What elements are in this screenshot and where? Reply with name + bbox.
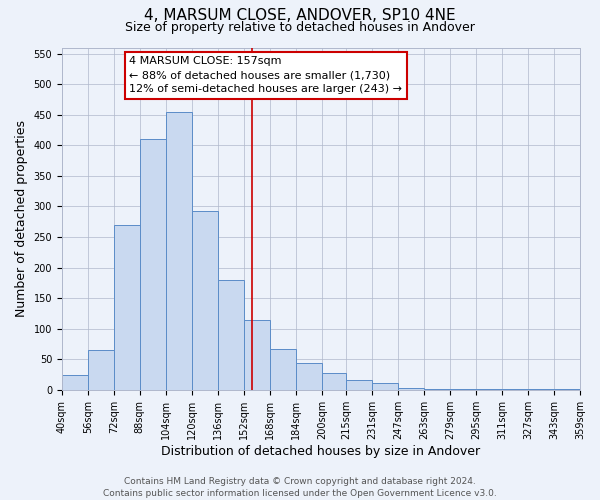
Bar xyxy=(244,320,270,390)
Bar xyxy=(322,374,346,390)
X-axis label: Distribution of detached houses by size in Andover: Distribution of detached houses by size … xyxy=(161,444,481,458)
Bar xyxy=(424,388,450,390)
Bar xyxy=(88,350,114,390)
Bar xyxy=(398,388,424,390)
Y-axis label: Number of detached properties: Number of detached properties xyxy=(15,120,28,317)
Bar xyxy=(140,139,166,390)
Text: Size of property relative to detached houses in Andover: Size of property relative to detached ho… xyxy=(125,22,475,35)
Bar xyxy=(114,225,140,390)
Bar xyxy=(296,363,322,390)
Text: 4, MARSUM CLOSE, ANDOVER, SP10 4NE: 4, MARSUM CLOSE, ANDOVER, SP10 4NE xyxy=(144,8,456,22)
Text: Contains HM Land Registry data © Crown copyright and database right 2024.
Contai: Contains HM Land Registry data © Crown c… xyxy=(103,476,497,498)
Text: 4 MARSUM CLOSE: 157sqm
← 88% of detached houses are smaller (1,730)
12% of semi-: 4 MARSUM CLOSE: 157sqm ← 88% of detached… xyxy=(129,56,402,94)
Bar xyxy=(270,349,296,390)
Bar xyxy=(372,383,398,390)
Bar xyxy=(528,389,554,390)
Bar xyxy=(554,389,580,390)
Bar xyxy=(476,389,502,390)
Bar xyxy=(166,112,192,390)
Bar xyxy=(62,374,88,390)
Bar xyxy=(192,210,218,390)
Bar xyxy=(450,389,476,390)
Bar xyxy=(502,389,528,390)
Bar xyxy=(346,380,372,390)
Bar xyxy=(218,280,244,390)
